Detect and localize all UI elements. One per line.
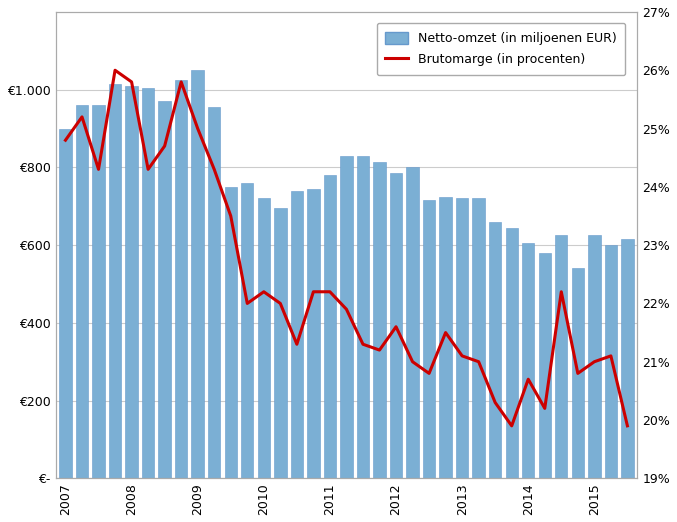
Bar — [307, 189, 320, 478]
Bar — [555, 235, 567, 478]
Bar — [142, 88, 154, 478]
Bar — [406, 168, 419, 478]
Bar — [539, 253, 551, 478]
Bar — [341, 156, 353, 478]
Bar — [373, 162, 386, 478]
Bar — [225, 187, 237, 478]
Bar — [241, 183, 253, 478]
Bar — [522, 243, 534, 478]
Bar — [357, 156, 369, 478]
Bar — [456, 198, 468, 478]
Bar — [92, 105, 105, 478]
Bar — [324, 175, 336, 478]
Bar — [423, 200, 435, 478]
Bar — [192, 70, 204, 478]
Bar — [621, 239, 634, 478]
Bar — [473, 198, 485, 478]
Bar — [258, 198, 270, 478]
Bar — [274, 208, 286, 478]
Bar — [571, 268, 584, 478]
Bar — [489, 222, 502, 478]
Bar — [60, 128, 72, 478]
Bar — [208, 107, 221, 478]
Bar — [588, 235, 600, 478]
Legend: Netto-omzet (in miljoenen EUR), Brutomarge (in procenten): Netto-omzet (in miljoenen EUR), Brutomar… — [376, 23, 626, 75]
Bar — [76, 105, 88, 478]
Bar — [390, 173, 402, 478]
Bar — [439, 197, 452, 478]
Bar — [175, 80, 188, 478]
Bar — [506, 228, 518, 478]
Bar — [158, 101, 171, 478]
Bar — [605, 245, 617, 478]
Bar — [125, 86, 138, 478]
Bar — [290, 191, 303, 478]
Bar — [109, 84, 121, 478]
